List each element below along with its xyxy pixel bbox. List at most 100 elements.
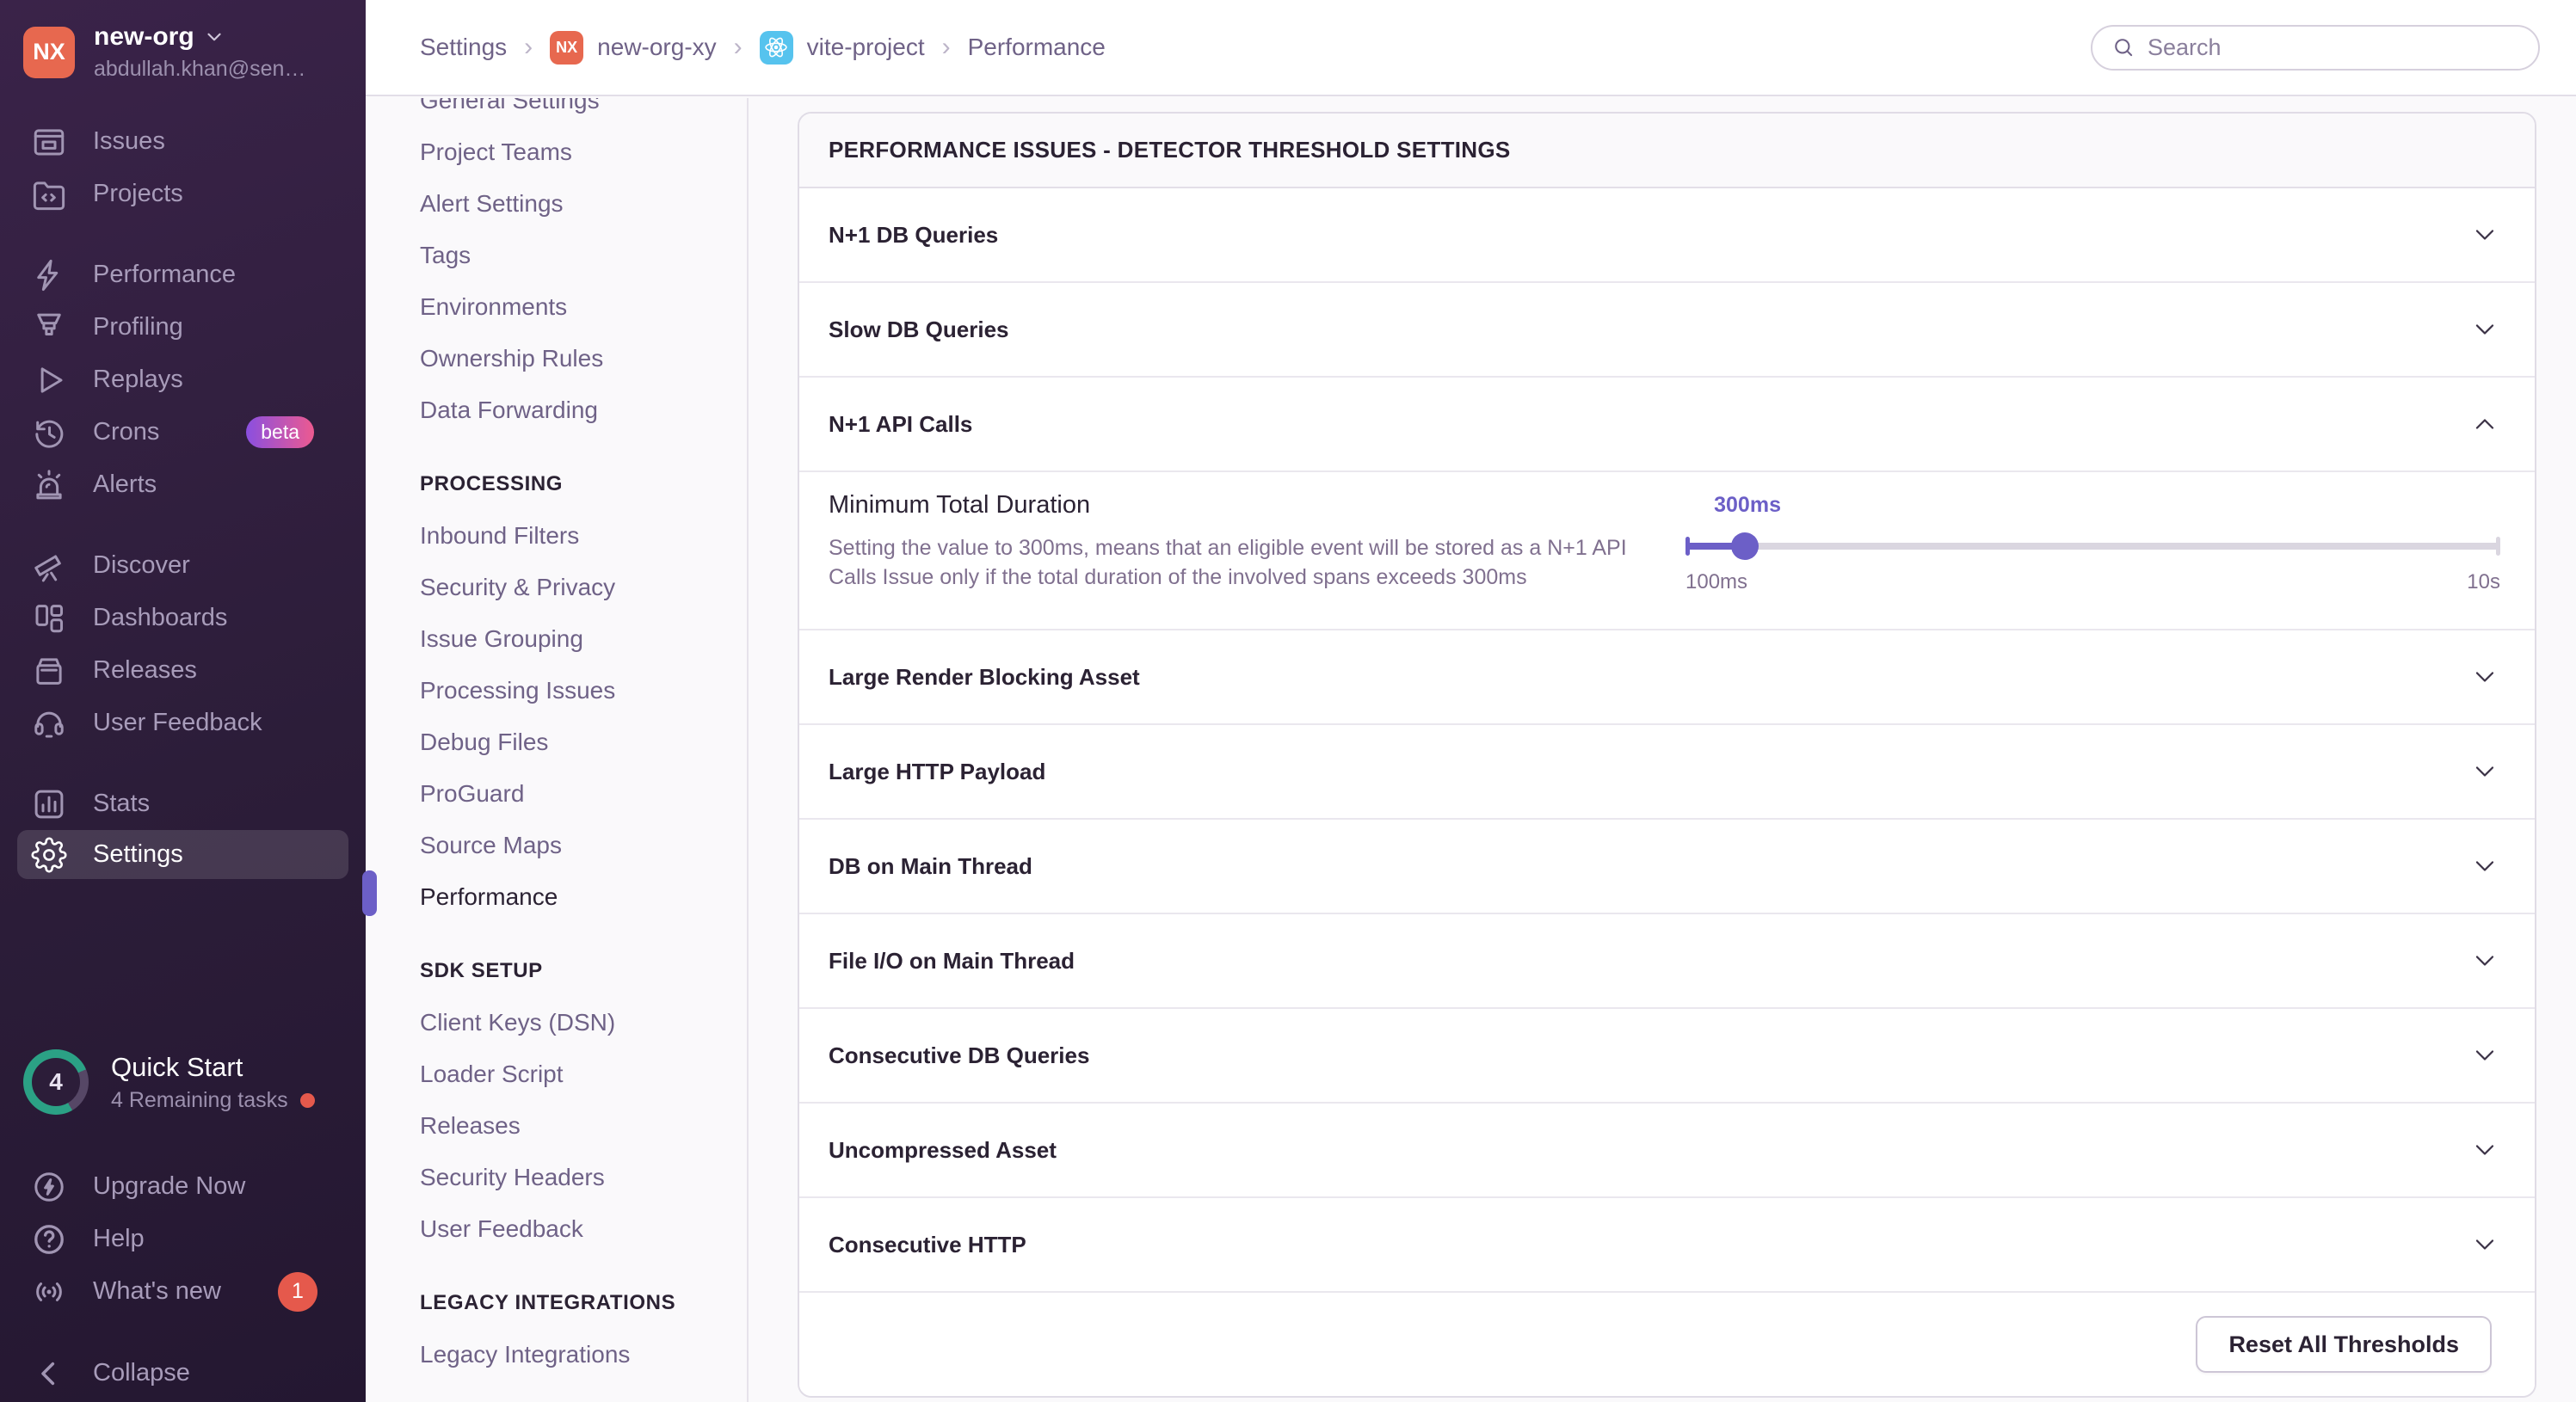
stats-icon [31,786,67,822]
slider-fill [1685,543,1746,550]
subnav-item-tags[interactable]: Tags [420,242,471,268]
subnav-item-environments[interactable]: Environments [420,293,568,320]
sidebar-item-what-s-new[interactable]: What's new 1 [0,1265,366,1318]
sidebar-collapse-button[interactable]: Collapse [0,1347,366,1399]
profiling-icon [31,310,67,346]
accordion-row-slow-db-queries[interactable]: Slow DB Queries [799,283,2535,378]
subnav-item-user-feedback[interactable]: User Feedback [420,1215,583,1242]
sidebar-item-label: Crons [93,418,160,446]
detail-description: Setting the value to 300ms, means that a… [829,536,1627,589]
accordion-row-label: N+1 DB Queries [829,221,999,248]
sidebar-item-label: Dashboards [93,604,228,631]
accordion-row-uncompressed-asset[interactable]: Uncompressed Asset [799,1104,2535,1198]
sidebar-item-performance[interactable]: Performance [0,249,366,301]
sidebar-item-releases[interactable]: Releases [0,644,366,697]
breadcrumb-separator: › [733,33,743,61]
subnav-item-loader-script[interactable]: Loader Script [420,1061,564,1087]
slider-track[interactable] [1685,532,2500,560]
subnav-item-releases[interactable]: Releases [420,1112,521,1139]
breadcrumb-label: new-org-xy [597,34,717,60]
chevron-down-icon [2469,1040,2500,1071]
user-feedback-icon [31,705,67,741]
sidebar-item-profiling[interactable]: Profiling [0,301,366,354]
chevron-down-icon [2469,314,2500,345]
subnav-item-ownership-rules[interactable]: Ownership Rules [420,345,604,372]
chevron-down-icon [2469,945,2500,976]
chevron-down-icon [207,33,221,41]
org-avatar: NX [23,26,75,78]
breadcrumb-item-settings[interactable]: Settings [420,34,507,61]
sidebar-item-discover[interactable]: Discover [0,539,366,592]
subnav-item-security-headers[interactable]: Security Headers [420,1164,605,1190]
subnav-item-alert-settings[interactable]: Alert Settings [420,190,564,217]
accordion-row-large-render-blocking-asset[interactable]: Large Render Blocking Asset [799,630,2535,725]
nav-spacer [0,749,366,778]
main-content: PERFORMANCE ISSUES - DETECTOR THRESHOLD … [749,98,2576,1402]
accordion-row-n-1-api-calls[interactable]: N+1 API Calls [799,378,2535,472]
reset-all-thresholds-button[interactable]: Reset All Thresholds [2196,1316,2492,1373]
card-footer: Reset All Thresholds [799,1293,2535,1396]
subnav-item-legacy-integrations[interactable]: Legacy Integrations [420,1341,631,1368]
crons-icon [31,415,67,451]
breadcrumb-label: vite-project [806,34,925,60]
accordion-row-consecutive-db-queries[interactable]: Consecutive DB Queries [799,1009,2535,1104]
global-sidebar: NX new-org abdullah.khan@sen… Issues Proj… [0,0,366,1402]
performance-icon [31,257,67,293]
notification-dot [299,1092,315,1108]
slider-left-cap [1685,537,1690,556]
sidebar-item-stats[interactable]: Stats [0,778,366,830]
accordion-row-db-on-main-thread[interactable]: DB on Main Thread [799,820,2535,914]
accordion-row-label: DB on Main Thread [829,852,1032,879]
sidebar-item-projects[interactable]: Projects [0,168,366,220]
subnav-item-source-maps[interactable]: Source Maps [420,832,562,858]
subnav-item-processing-issues[interactable]: Processing Issues [420,677,616,704]
subnav-item-inbound-filters[interactable]: Inbound Filters [420,522,580,549]
sidebar-item-upgrade-now[interactable]: Upgrade Now [0,1160,366,1213]
subnav-item-project-teams[interactable]: Project Teams [420,138,572,165]
accordion-row-label: Uncompressed Asset [829,1136,1057,1163]
search-box[interactable] [2091,24,2540,71]
subnav-item-general-settings[interactable]: General Settings [420,98,600,114]
sidebar-item-replays[interactable]: Replays [0,354,366,406]
sidebar-item-dashboards[interactable]: Dashboards [0,592,366,644]
sidebar-item-crons[interactable]: Crons beta [0,406,366,458]
slider-thumb[interactable] [1731,532,1759,560]
sidebar-item-issues[interactable]: Issues [0,115,366,168]
breadcrumb: Settings › NX new-org-xy › vite-project › Perfo… [420,30,1106,65]
accordion-row-label: Large HTTP Payload [829,758,1046,784]
breadcrumb-separator: › [524,33,533,61]
subnav-item-data-forwarding[interactable]: Data Forwarding [420,397,598,423]
quickstart-count: 4 [32,1058,80,1106]
quickstart-widget[interactable]: 4 Quick Start 4 Remaining tasks [23,1049,315,1115]
chevron-down-icon [2469,851,2500,882]
chevron-down-icon [2469,661,2500,692]
accordion-row-label: Large Render Blocking Asset [829,663,1140,690]
accordion-row-large-http-payload[interactable]: Large HTTP Payload [799,725,2535,820]
search-input[interactable] [2148,34,2519,61]
upgrade-icon [31,1169,67,1205]
subnav-item-issue-grouping[interactable]: Issue Grouping [420,625,583,652]
discover-icon [31,548,67,584]
subnav-item-client-keys-dsn-[interactable]: Client Keys (DSN) [420,1009,616,1036]
accordion-row-n-1-db-queries[interactable]: N+1 DB Queries [799,188,2535,283]
accordion-row-file-i-o-on-main-thread[interactable]: File I/O on Main Thread [799,914,2535,1009]
org-switcher[interactable]: NX new-org abdullah.khan@sen… [0,0,366,82]
react-icon [759,30,793,65]
sidebar-item-settings[interactable]: Settings [17,830,348,879]
subnav-item-security-privacy[interactable]: Security & Privacy [420,574,616,600]
sidebar-item-user-feedback[interactable]: User Feedback [0,697,366,749]
sidebar-item-alerts[interactable]: Alerts [0,458,366,511]
nav-spacer [0,511,366,539]
quickstart-subtitle: 4 Remaining tasks [111,1087,288,1112]
sidebar-item-label: Settings [93,840,183,868]
subnav-item-performance[interactable]: Performance [420,883,558,910]
breadcrumb-item-vite-project[interactable]: vite-project [759,30,925,65]
sidebar-item-label: Projects [93,180,183,207]
subnav-item-debug-files[interactable]: Debug Files [420,729,549,755]
accordion-row-label: Consecutive DB Queries [829,1042,1090,1068]
subnav-item-proguard[interactable]: ProGuard [420,780,525,807]
sidebar-item-help[interactable]: Help [0,1213,366,1265]
detector-settings-card: PERFORMANCE ISSUES - DETECTOR THRESHOLD … [798,112,2536,1398]
breadcrumb-item-new-org-xy[interactable]: NX new-org-xy [550,30,717,65]
accordion-row-consecutive-http[interactable]: Consecutive HTTP [799,1198,2535,1293]
